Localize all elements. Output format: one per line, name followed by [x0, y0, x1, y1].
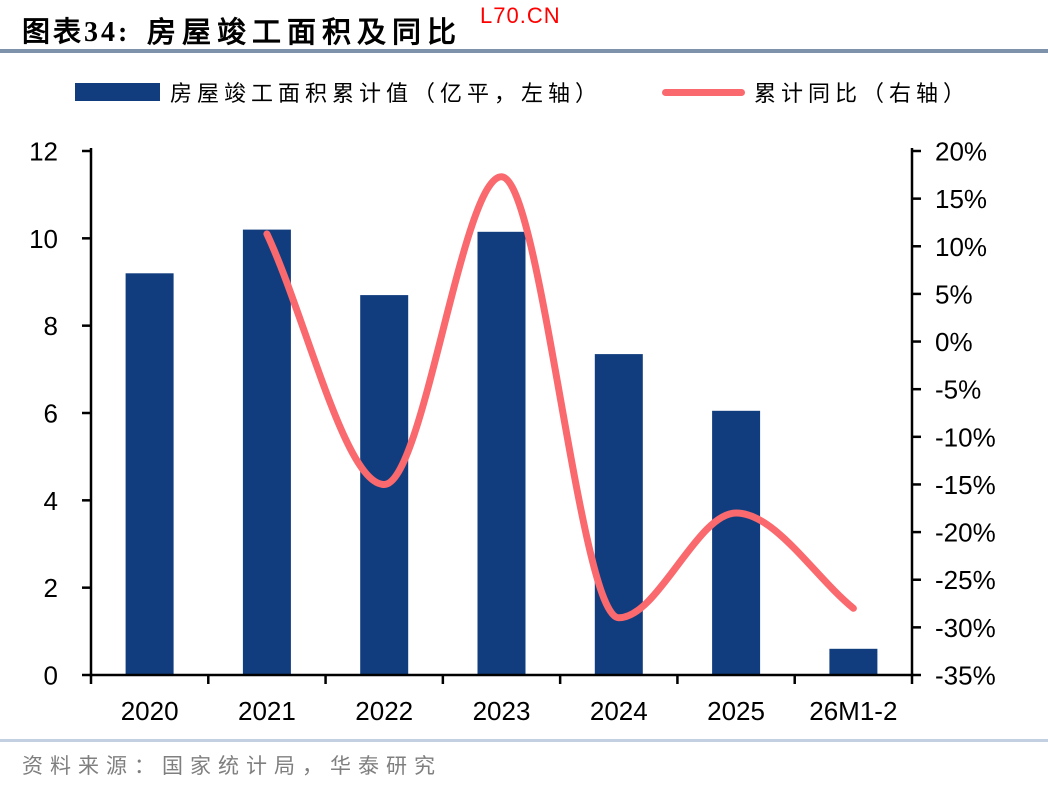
right-axis-tick-label: 5% [935, 279, 973, 309]
left-axis-tick-label: 0 [44, 661, 58, 691]
right-axis-tick-label: -5% [935, 375, 981, 405]
line-series-swatch [662, 88, 745, 96]
left-axis-tick-label: 4 [44, 486, 58, 516]
right-axis-tick-label: -30% [935, 613, 996, 643]
right-axis-tick-label: 0% [935, 327, 973, 357]
bar-2023 [477, 231, 526, 676]
bar-2025 [712, 410, 761, 675]
right-axis-tick-label: 10% [935, 232, 987, 262]
left-axis-tick-label: 6 [44, 399, 58, 429]
right-axis-tick-label: -35% [935, 661, 996, 691]
left-axis-tick-label: 8 [44, 311, 58, 341]
source-note: 资料来源：国家统计局，华泰研究 [22, 754, 442, 778]
bar-2021 [242, 229, 291, 675]
left-axis-tick-label: 2 [44, 573, 58, 603]
right-axis-tick-label: -20% [935, 518, 996, 548]
x-axis-label: 26M1-2 [809, 696, 897, 726]
watermark-text: L70.CN [480, 3, 561, 28]
x-axis-label: 2021 [238, 696, 296, 726]
header-divider [0, 49, 1048, 53]
yoy-line [263, 173, 857, 622]
bar-2024 [594, 354, 643, 675]
bar-series-swatch [75, 83, 160, 101]
x-axis-label: 2022 [355, 696, 413, 726]
right-axis-tick-label: -25% [935, 565, 996, 595]
right-axis-tick-label: 20% [935, 137, 987, 167]
right-axis-tick-label: 15% [935, 184, 987, 214]
x-axis-label: 2020 [121, 696, 179, 726]
bar-26M1-2 [829, 648, 878, 675]
x-axis-label: 2025 [707, 696, 765, 726]
x-axis-label: 2024 [590, 696, 648, 726]
figure-number: 图表34: [22, 17, 131, 48]
right-axis-tick-label: -10% [935, 422, 996, 452]
line-series-label: 累计同比（右轴） [754, 81, 971, 106]
bar-series-label: 房屋竣工面积累计值（亿平，左轴） [170, 81, 603, 106]
bar-2020 [125, 273, 174, 675]
footer-divider [0, 739, 1048, 742]
legend-item-completion-area: 房屋竣工面积累计值（亿平，左轴） [75, 79, 603, 106]
legend-item-yoy: 累计同比（右轴） [662, 79, 971, 106]
figure-title: 房屋竣工面积及同比 [147, 17, 463, 49]
right-axis-tick-label: -15% [935, 470, 996, 500]
left-axis-tick-label: 12 [29, 137, 58, 167]
left-axis-tick-label: 10 [29, 224, 58, 254]
x-axis-label: 2023 [473, 696, 531, 726]
